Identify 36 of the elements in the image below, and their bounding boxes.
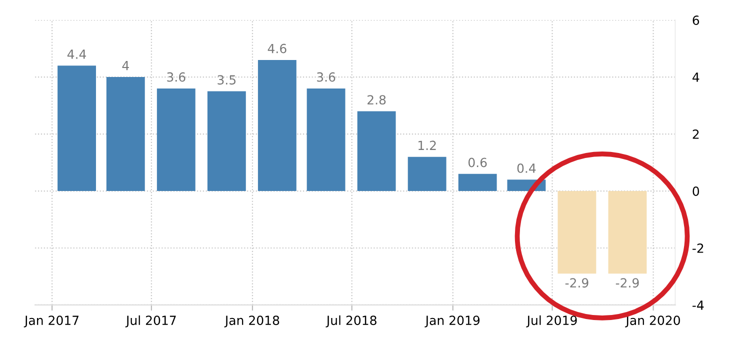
x-tick-label: Jul 2019 <box>526 315 577 328</box>
x-tick-label: Jan 2019 <box>424 316 480 328</box>
data-label: 0.6 <box>468 158 487 168</box>
y-tick-label: -4 <box>692 300 704 310</box>
bar <box>558 191 596 274</box>
data-label: 3.5 <box>218 75 236 85</box>
data-label: 3.6 <box>317 72 336 82</box>
bar <box>156 88 196 192</box>
y-tick-label: -2 <box>692 243 704 253</box>
bar <box>106 77 145 192</box>
bar <box>357 111 396 192</box>
x-tick-label: Jan 2018 <box>224 316 280 328</box>
data-label: 1.2 <box>418 140 436 150</box>
data-label: -2.9 <box>616 278 639 288</box>
data-label: 0.4 <box>517 163 536 173</box>
y-tick-label: 4 <box>692 72 700 82</box>
bar <box>258 60 296 192</box>
data-label: 4 <box>122 61 129 70</box>
y-tick-label: 2 <box>692 130 699 139</box>
bar <box>306 88 346 192</box>
x-tick-label: Jul 2017 <box>125 315 176 328</box>
y-tick-label: 6 <box>692 16 700 25</box>
bar <box>408 156 446 192</box>
data-label: 3.6 <box>167 72 186 82</box>
data-label: 2.8 <box>368 95 386 105</box>
data-label: -2.9 <box>565 278 588 288</box>
bar <box>458 174 497 192</box>
bar <box>608 191 647 274</box>
y-tick-label: 0 <box>692 186 700 196</box>
data-label: 4.6 <box>268 44 286 54</box>
bar <box>207 91 246 192</box>
x-tick-label: Jan 2020 <box>625 316 680 328</box>
bar <box>58 66 96 192</box>
x-tick-label: Jul 2018 <box>326 315 376 328</box>
x-tick-label: Jan 2017 <box>24 316 79 328</box>
data-label: 4.4 <box>67 50 86 59</box>
